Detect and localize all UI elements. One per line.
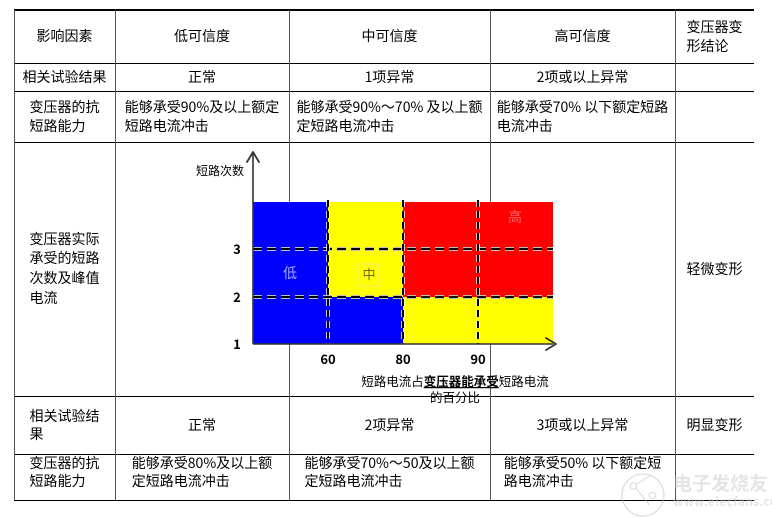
svg-text:短路次数: 短路次数 [196,162,244,179]
svg-text:中: 中 [362,264,375,283]
svg-text:80: 80 [395,349,411,368]
svg-text:2: 2 [233,287,241,306]
svg-text:电子发烧友: 电子发烧友 [673,469,768,496]
svg-text:高: 高 [508,207,522,227]
svg-text:1: 1 [233,334,241,353]
svg-text:3: 3 [233,239,241,258]
svg-text:www.elecfans.com: www.elecfans.com [673,493,772,510]
svg-text:60: 60 [320,349,336,368]
svg-text:低: 低 [283,263,297,283]
svg-text:90: 90 [470,349,486,368]
